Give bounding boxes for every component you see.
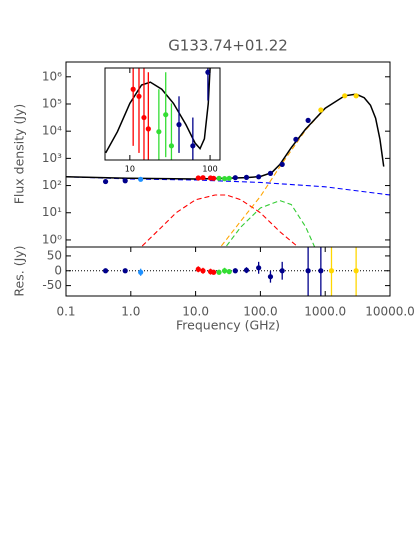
data-point <box>211 175 217 181</box>
frame <box>104 67 221 161</box>
data-point <box>130 86 136 92</box>
data-point <box>211 269 217 275</box>
y-tick-label: 10¹ <box>42 205 62 219</box>
data-point <box>318 268 324 274</box>
data-point <box>267 170 274 176</box>
panel: 10⁰ 10¹ 10² 10³ 10⁴ 10⁵ 10⁶ <box>42 61 391 248</box>
x-axis-label: Frequency (GHz) <box>176 318 280 333</box>
data-point <box>141 114 147 121</box>
y-tick-label: 10⁶ <box>42 69 62 83</box>
data-point <box>102 178 109 185</box>
plot-area <box>66 247 390 296</box>
data-point <box>195 175 201 181</box>
data-point <box>267 274 274 280</box>
data-point <box>305 268 311 274</box>
data-point <box>205 69 211 75</box>
y-tick-label: 0 <box>54 263 62 277</box>
data-point <box>190 143 196 149</box>
x-tick-label: 10000.0 <box>365 305 415 319</box>
data-point <box>200 175 206 181</box>
data-point <box>138 176 144 182</box>
data-point <box>168 143 175 149</box>
data-point <box>353 268 359 274</box>
y-tick-label: 10⁵ <box>42 96 62 110</box>
x-tick-label: 1.0 <box>121 305 140 319</box>
data-point <box>156 129 162 135</box>
data-point <box>243 174 250 180</box>
data-point <box>226 269 232 275</box>
y-axis-label: Flux density (Jy) <box>12 104 27 205</box>
data-point <box>163 112 169 118</box>
model-curve <box>226 200 316 247</box>
data-point <box>195 266 201 272</box>
data-point <box>353 93 359 99</box>
model-curve <box>141 194 299 247</box>
data-point <box>216 175 222 181</box>
x-tick-label: 100 <box>202 165 217 174</box>
panel: 10 100 <box>104 67 221 174</box>
data-point <box>279 161 285 167</box>
x-tick-label: 10 <box>125 165 135 174</box>
y-tick-label: 10³ <box>42 151 62 165</box>
data-point <box>318 107 324 113</box>
y-tick-label: 10⁴ <box>42 124 62 138</box>
data-point <box>328 268 335 274</box>
data-point <box>221 268 228 274</box>
data-point <box>226 175 232 181</box>
x-tick-label: 100.0 <box>243 305 277 319</box>
panel: 500-50 0.1 1.0 10.0 100.0 1000.0 10000.0 <box>42 246 415 319</box>
y-tick-label: -50 <box>42 278 62 292</box>
y-tick-label: 10² <box>42 178 62 192</box>
data-point <box>293 136 299 142</box>
frame <box>65 246 391 297</box>
data-point <box>145 126 151 132</box>
data-point <box>232 175 238 181</box>
chart-title: G133.74+01.22 <box>168 37 288 55</box>
data-point <box>136 93 142 99</box>
x-tick-label: 0.1 <box>56 305 75 319</box>
data-point <box>221 176 228 182</box>
residual-axis-label: Res. (Jy) <box>12 245 27 296</box>
model-curve <box>66 176 390 196</box>
data-point <box>176 122 182 128</box>
data-point <box>122 178 128 184</box>
data-point <box>200 268 206 274</box>
data-point <box>342 93 348 99</box>
y-tick-label: 50 <box>47 248 62 262</box>
data-point <box>256 174 262 180</box>
data-point <box>305 117 311 123</box>
data-point <box>122 268 128 274</box>
x-tick-label: 1000.0 <box>304 305 346 319</box>
model-curve <box>105 68 211 154</box>
y-tick-label: 10⁰ <box>42 232 62 246</box>
data-point <box>138 269 144 275</box>
x-tick-label: 10.0 <box>182 305 209 319</box>
data-point <box>232 268 238 274</box>
data-point <box>216 269 222 275</box>
data-point <box>279 268 285 274</box>
inset-background <box>105 68 220 160</box>
data-point <box>102 268 109 274</box>
plot-area <box>66 93 390 247</box>
data-point <box>243 267 250 273</box>
data-point <box>256 265 262 271</box>
